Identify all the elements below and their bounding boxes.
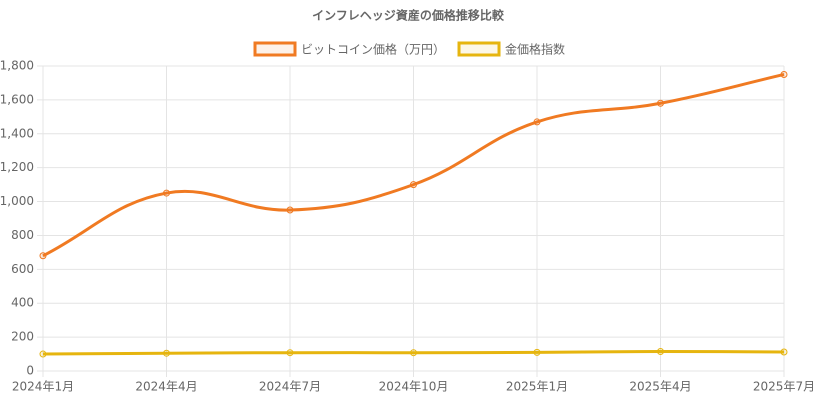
x-tick-label: 2025年7月 [753, 380, 815, 394]
y-tick-label: 600 [11, 262, 34, 276]
y-tick-label: 200 [11, 330, 34, 344]
x-tick-label: 2025年1月 [506, 380, 568, 394]
chart-title: インフレヘッジ資産の価格推移比較 [312, 8, 505, 23]
line [42, 73, 785, 258]
x-tick-label: 2024年4月 [135, 380, 197, 394]
x-tick-label: 2024年10月 [379, 380, 449, 394]
point [657, 348, 664, 356]
point [286, 349, 294, 357]
x-tick-label: 2024年7月 [259, 380, 321, 394]
line [42, 350, 785, 356]
point [163, 349, 170, 357]
legend-swatch [253, 41, 297, 57]
point [533, 118, 541, 126]
point [286, 206, 294, 214]
y-tick-label: 400 [11, 296, 34, 310]
y-tick-label: 1,600 [0, 92, 34, 106]
y-tick-label: 1,000 [0, 194, 34, 208]
y-tick-label: 1,800 [0, 59, 34, 73]
y-tick-label: 800 [11, 228, 34, 242]
y-tick-label: 1,400 [0, 126, 34, 140]
y-tick-label: 0 [26, 364, 34, 378]
x-tick-label: 2024年1月 [12, 380, 74, 394]
legend-label: 金価格指数 [505, 42, 565, 57]
point [410, 181, 417, 189]
legend-label: ビットコイン価格（万円） [301, 42, 445, 57]
point [657, 99, 664, 107]
point [780, 70, 788, 78]
point [410, 349, 417, 357]
point [163, 189, 170, 197]
point [39, 252, 47, 260]
point [780, 348, 788, 356]
x-tick-label: 2025年4月 [629, 380, 691, 394]
point [533, 348, 541, 356]
point [39, 350, 47, 358]
y-tick-label: 1,200 [0, 160, 34, 174]
legend-swatch [457, 41, 501, 57]
